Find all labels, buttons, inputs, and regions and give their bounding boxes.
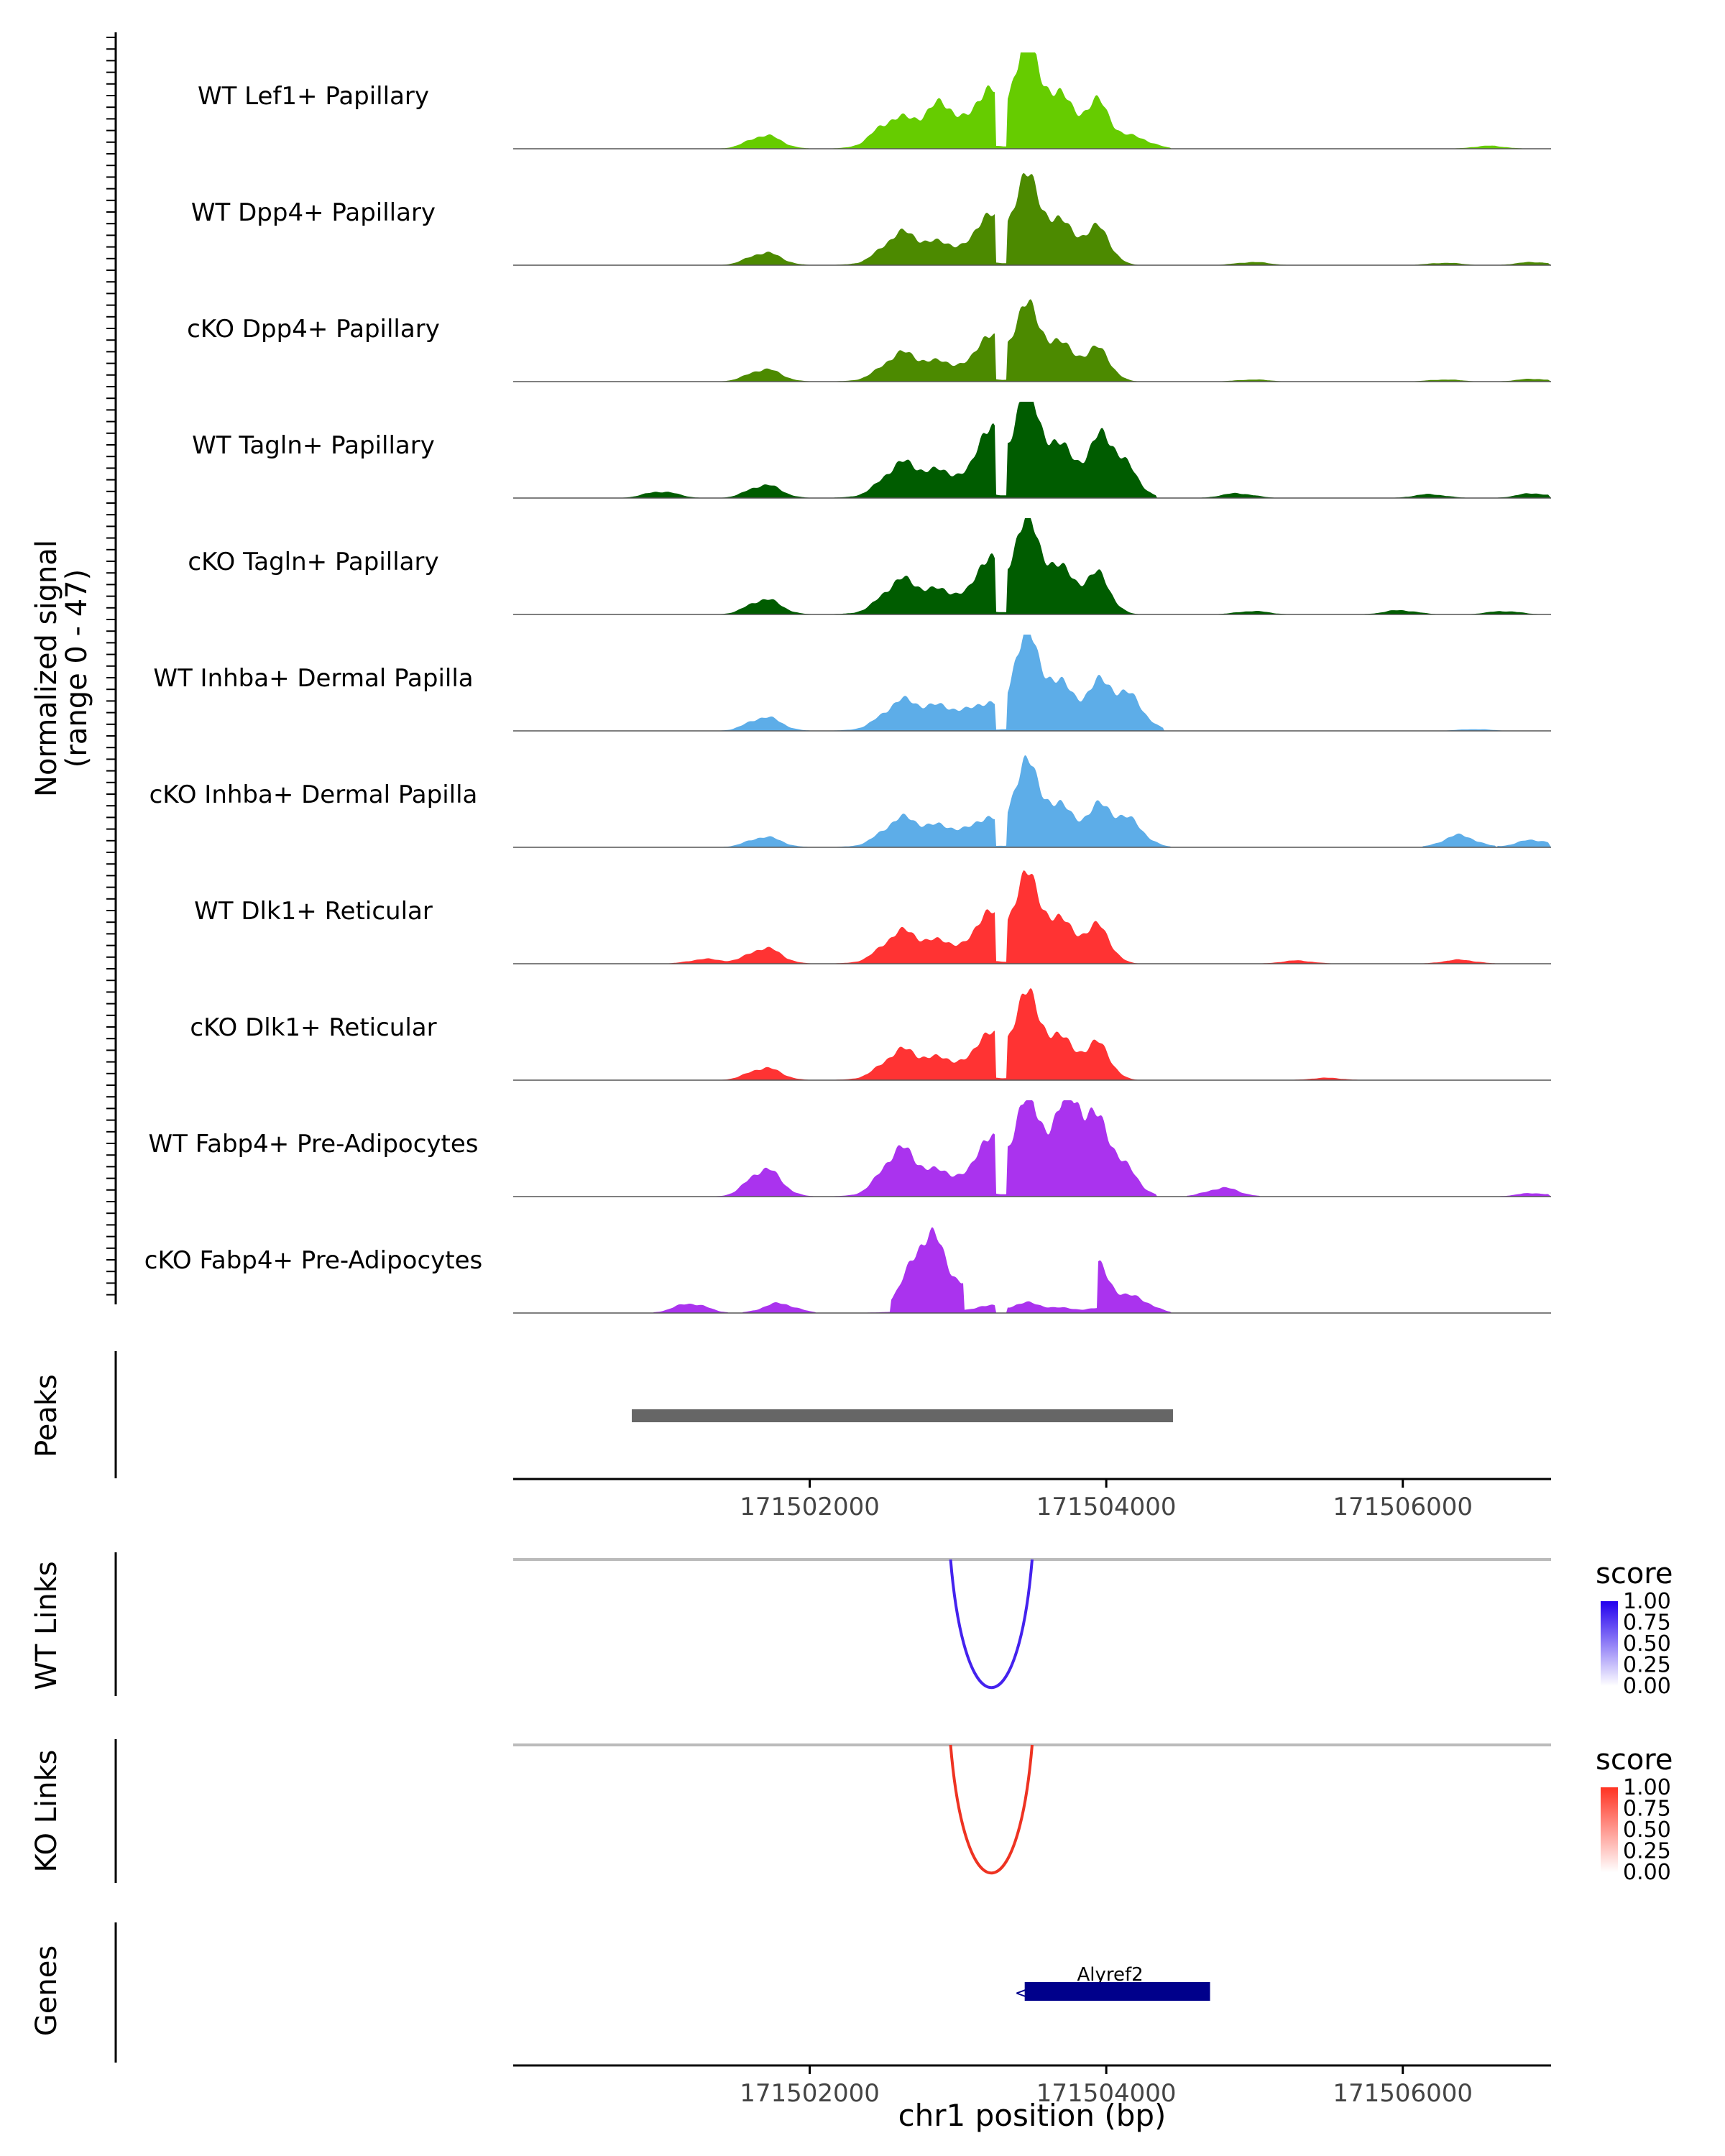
legend-label: 0.75 xyxy=(1623,1611,1671,1636)
coverage-area xyxy=(513,299,1551,382)
coverage-area xyxy=(513,52,1551,149)
wt-links-track-label: WT Links xyxy=(30,1561,63,1690)
legend-label: 0.00 xyxy=(1623,1860,1671,1885)
legend-label: 0.75 xyxy=(1623,1797,1671,1822)
coverage-track-label: cKO Inhba+ Dermal Papilla xyxy=(150,780,478,809)
peaks-section: Peaks 171502000 171504000 171506000 xyxy=(30,1351,1551,1521)
coverage-area xyxy=(513,1227,1551,1313)
coverage-y-ticks xyxy=(106,37,116,1296)
x-tick-label: 171504000 xyxy=(1036,1493,1177,1521)
wt-legend-labels: 1.000.750.500.250.00 xyxy=(1623,1589,1671,1699)
legend-label: 0.50 xyxy=(1623,1818,1671,1843)
peak-region-bar xyxy=(632,1409,1173,1422)
coverage-area xyxy=(513,635,1551,731)
legend-label: 0.50 xyxy=(1623,1631,1671,1657)
x-tick-label: 171506000 xyxy=(1333,1493,1473,1521)
coverage-area xyxy=(513,402,1551,498)
coverage-area xyxy=(513,172,1551,265)
coverage-track: cKO Tagln+ Papillary xyxy=(188,518,1551,615)
coverage-track: WT Dlk1+ Reticular xyxy=(194,870,1551,964)
legend-label: 1.00 xyxy=(1623,1589,1671,1614)
wt-links-section: WT Links xyxy=(30,1552,1551,1696)
coverage-section: Normalized signal (range 0 - 47) WT Lef1… xyxy=(30,32,1551,1314)
coverage-track: cKO Inhba+ Dermal Papilla xyxy=(150,755,1551,848)
ko-links-section: KO Links xyxy=(30,1739,1551,1883)
ko-legend-labels: 1.000.750.500.250.00 xyxy=(1623,1775,1671,1885)
coverage-track-label: WT Tagln+ Papillary xyxy=(192,431,435,460)
legend-label: 0.00 xyxy=(1623,1674,1671,1699)
coverage-track-label: WT Inhba+ Dermal Papilla xyxy=(153,664,473,693)
peaks-track-label: Peaks xyxy=(30,1374,63,1457)
coverage-track: WT Inhba+ Dermal Papilla xyxy=(153,635,1551,732)
x-tick-label: 171502000 xyxy=(740,1493,880,1521)
ko-score-legend: score 1.000.750.500.250.00 xyxy=(1596,1743,1673,1885)
coverage-track: cKO Fabp4+ Pre-Adipocytes xyxy=(144,1227,1551,1314)
gene-strand-marker: < xyxy=(1015,1983,1029,2003)
x-tick-label: 171502000 xyxy=(740,2079,880,2108)
x-tick-label: 171504000 xyxy=(1036,2079,1177,2108)
coverage-area xyxy=(513,755,1551,847)
legend-label: 1.00 xyxy=(1623,1775,1671,1800)
wt-link-arc xyxy=(949,1559,1034,1690)
coverage-area xyxy=(513,1100,1551,1197)
coverage-track: WT Dpp4+ Papillary xyxy=(191,172,1551,266)
gene-body xyxy=(1024,1982,1210,2001)
coverage-track-label: WT Dlk1+ Reticular xyxy=(194,897,433,926)
wt-score-legend: score 1.000.750.500.250.00 xyxy=(1596,1557,1673,1699)
coverage-track: cKO Dlk1+ Reticular xyxy=(190,987,1551,1081)
coverage-track-label: WT Lef1+ Papillary xyxy=(198,82,429,111)
coverage-track: WT Lef1+ Papillary xyxy=(198,52,1551,149)
coverage-track-label: cKO Dpp4+ Papillary xyxy=(187,315,440,344)
lower-x-axis-ticks: 171502000 171504000 171506000 xyxy=(740,2065,1473,2108)
legend-label: 0.25 xyxy=(1623,1653,1671,1678)
ko-legend-title: score xyxy=(1596,1743,1673,1777)
upper-x-axis-ticks: 171502000 171504000 171506000 xyxy=(740,1479,1473,1521)
coverage-area xyxy=(513,870,1551,964)
coverage-track-label: cKO Fabp4+ Pre-Adipocytes xyxy=(144,1246,483,1275)
coverage-tracks: WT Lef1+ Papillary WT Dpp4+ Papillary cKO … xyxy=(144,52,1551,1314)
coverage-track: WT Fabp4+ Pre-Adipocytes xyxy=(149,1100,1551,1197)
wt-legend-title: score xyxy=(1596,1557,1673,1590)
x-tick-label: 171506000 xyxy=(1333,2079,1473,2108)
coverage-area xyxy=(513,518,1551,614)
genes-track-label: Genes xyxy=(30,1945,63,2036)
coverage-track-label: cKO Dlk1+ Reticular xyxy=(190,1013,436,1042)
coverage-track: cKO Dpp4+ Papillary xyxy=(187,299,1551,382)
wt-legend-colorbar xyxy=(1601,1601,1618,1686)
ko-legend-colorbar xyxy=(1601,1787,1618,1872)
coverage-y-axis-label: Normalized signal xyxy=(30,540,63,797)
coverage-track-label: WT Dpp4+ Papillary xyxy=(191,198,436,227)
x-axis-title: chr1 position (bp) xyxy=(898,2098,1167,2133)
coverage-track-label: cKO Tagln+ Papillary xyxy=(188,548,438,576)
coverage-area xyxy=(513,987,1551,1080)
coverage-track-label: WT Fabp4+ Pre-Adipocytes xyxy=(149,1130,479,1158)
ko-link-arc xyxy=(949,1744,1034,1875)
genes-section: Genes Alyref2 < 171502000 171504000 171506… xyxy=(30,1922,1551,2133)
ko-links-track-label: KO Links xyxy=(30,1750,63,1873)
legend-label: 0.25 xyxy=(1623,1839,1671,1864)
coverage-y-axis-range: (range 0 - 47) xyxy=(60,569,93,768)
coverage-track: WT Tagln+ Papillary xyxy=(192,402,1551,499)
